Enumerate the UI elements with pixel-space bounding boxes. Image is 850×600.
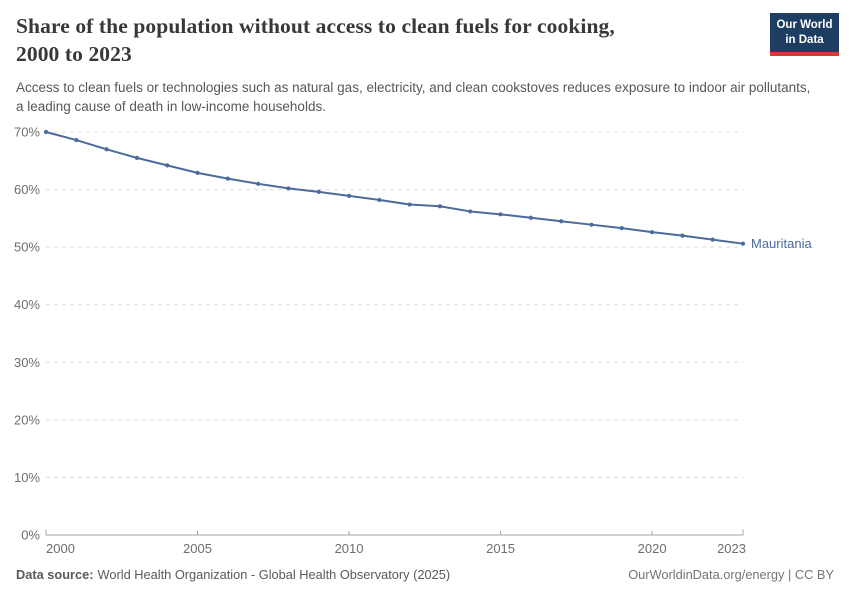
data-point[interactable] — [256, 181, 261, 186]
y-tick-label: 30% — [14, 355, 40, 370]
owid-logo-line-2: in Data — [785, 33, 824, 46]
chart-header: Share of the population without access t… — [16, 13, 810, 116]
data-point[interactable] — [377, 197, 382, 203]
owid-logo-text: Our World in Data — [770, 13, 839, 52]
data-point[interactable] — [589, 222, 594, 227]
data-point[interactable] — [165, 163, 170, 168]
owid-logo: Our World in Data — [770, 13, 839, 56]
data-point[interactable] — [680, 233, 685, 238]
y-tick-label: 70% — [14, 125, 40, 140]
data-point[interactable] — [559, 219, 564, 224]
y-tick-label: 60% — [14, 182, 40, 197]
title-line-1: Share of the population without access t… — [16, 14, 615, 38]
data-point[interactable] — [74, 137, 79, 143]
data-point[interactable] — [740, 241, 746, 246]
x-tick-label: 2005 — [183, 541, 212, 556]
y-tick-label: 40% — [14, 297, 40, 312]
x-tick-label: 2020 — [638, 541, 667, 556]
data-source-text: World Health Organization - Global Healt… — [97, 567, 451, 582]
data-point[interactable] — [104, 147, 109, 152]
owid-logo-line-1: Our World — [776, 19, 833, 31]
chart-subtitle: Access to clean fuels or technologies su… — [16, 79, 811, 115]
data-point[interactable] — [316, 189, 321, 194]
data-point[interactable] — [43, 129, 49, 135]
data-point[interactable] — [468, 209, 473, 214]
chart-footer: Data source: World Health Organization - … — [16, 567, 834, 582]
x-axis-line — [45, 529, 744, 536]
y-tick-label: 10% — [14, 470, 40, 485]
x-tick-label: 2010 — [335, 541, 364, 556]
page-title: Share of the population without access t… — [16, 13, 761, 69]
y-tick-label: 0% — [21, 528, 40, 543]
series-line[interactable] — [45, 131, 744, 245]
title-line-2: 2000 to 2023 — [16, 41, 132, 66]
y-tick-label: 50% — [14, 240, 40, 255]
y-tick-label: 20% — [14, 412, 40, 427]
data-point[interactable] — [619, 226, 624, 231]
data-point[interactable] — [225, 176, 230, 181]
data-source-note: Data source: World Health Organization - … — [16, 567, 450, 582]
data-point[interactable] — [649, 230, 655, 235]
data-point[interactable] — [195, 170, 200, 175]
data-point[interactable] — [498, 212, 503, 217]
data-point[interactable] — [528, 215, 533, 220]
x-tick-label: 2023 — [717, 541, 746, 556]
data-point[interactable] — [286, 186, 291, 191]
data-point[interactable] — [346, 193, 352, 199]
series-end-label[interactable]: Mauritania — [751, 236, 812, 251]
data-point[interactable] — [710, 237, 715, 242]
x-tick-label: 2015 — [486, 541, 515, 556]
data-source-label: Data source: — [16, 567, 94, 582]
attribution-text: OurWorldinData.org/energy | CC BY — [628, 567, 834, 582]
x-tick-label: 2000 — [46, 541, 75, 556]
data-point[interactable] — [134, 155, 140, 161]
owid-logo-accent-bar — [770, 51, 839, 56]
data-point[interactable] — [407, 202, 412, 207]
data-point[interactable] — [437, 204, 443, 209]
